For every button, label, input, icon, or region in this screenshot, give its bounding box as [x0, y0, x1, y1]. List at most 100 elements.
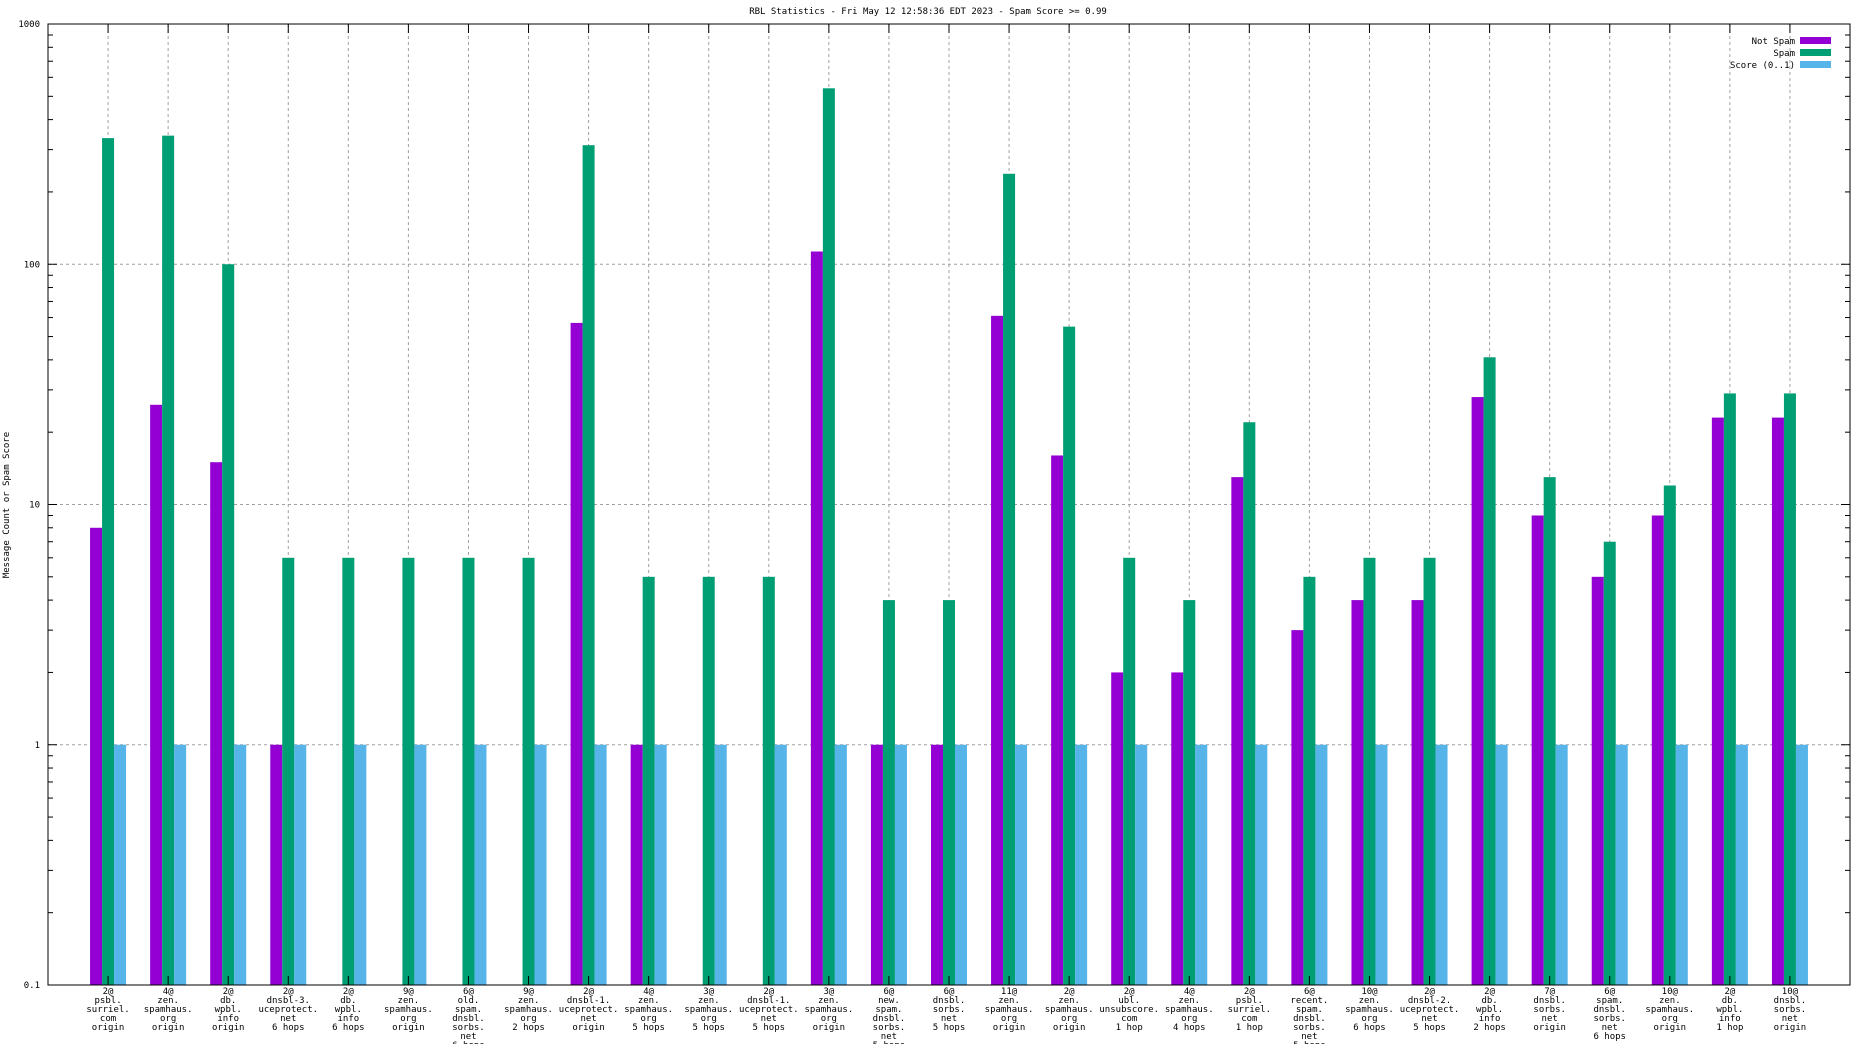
bar-not-spam [90, 527, 103, 985]
x-tick-label-line: net [1602, 1023, 1618, 1033]
x-tick-label-line: sorbs. [933, 1005, 966, 1015]
x-tick-label-line: dnsbl-2. [1408, 996, 1451, 1006]
x-tick-label-line: net [1542, 1014, 1558, 1024]
x-tick-label-line: spamhaus. [504, 1005, 553, 1015]
x-tick-label-line: origin [1053, 1023, 1086, 1033]
x-tick-label-line: sorbs. [452, 1023, 485, 1033]
x-tick-label-line: zen. [157, 996, 179, 1006]
x-tick-label-line: psbl. [1236, 996, 1263, 1006]
x-tick-label-line: zen. [818, 996, 840, 1006]
x-tick-label: 10@ zen. spamhaus. org 6 hops [1345, 987, 1394, 1033]
x-tick-label-line: dnsbl-1. [567, 996, 610, 1006]
x-tick-label-line: sorbs. [873, 1023, 906, 1033]
bar-spam [1003, 173, 1016, 985]
x-tick-label-line: spam. [455, 1005, 482, 1015]
x-tick-label-line: ubl. [1118, 996, 1140, 1006]
x-tick-label-line: 2@ [1244, 987, 1255, 997]
x-tick-label-line: surriel. [86, 1005, 129, 1015]
legend-swatch [1800, 37, 1831, 44]
y-tick-label: 10 [29, 501, 40, 511]
x-tick-label-line: zen. [1659, 996, 1681, 1006]
x-tick-label-line: com [1121, 1014, 1137, 1024]
x-tick-label-line: spamhaus. [624, 1005, 673, 1015]
bar-score [1435, 744, 1448, 985]
bar-spam [162, 135, 175, 986]
bar-spam [702, 576, 715, 985]
bar-spam [762, 576, 775, 985]
bar-spam [882, 600, 895, 985]
bar-spam [462, 557, 475, 985]
x-tick-label-line: info [337, 1014, 359, 1024]
bar-score [414, 744, 427, 985]
x-tick-label-line: 2@ [763, 987, 774, 997]
x-tick-label-line: info [217, 1014, 239, 1024]
bar-spam [1723, 393, 1736, 985]
x-tick-label-line: 7@ [1544, 987, 1555, 997]
bar-spam [1483, 357, 1496, 985]
x-tick-label-line: org [641, 1014, 657, 1024]
x-tick-label-line: dnsbl. [1774, 996, 1807, 1006]
bar-spam [1603, 541, 1616, 985]
bar-spam [642, 576, 655, 985]
x-tick-label-line: 9@ [523, 987, 534, 997]
bar-score [1375, 744, 1388, 985]
x-tick-label-line: zen. [1178, 996, 1200, 1006]
x-tick-label-line: net [280, 1014, 296, 1024]
x-tick-label-line: origin [993, 1023, 1026, 1033]
x-tick-label: 11@ zen. spamhaus. org origin [985, 987, 1034, 1033]
x-tick-label: 10@ dnsbl. sorbs. net origin [1774, 987, 1807, 1033]
x-tick-label-line: zen. [398, 996, 420, 1006]
x-tick-label-line: 2@ [583, 987, 594, 997]
bar-not-spam [210, 462, 223, 985]
x-tick-label-line: org [1181, 1014, 1197, 1024]
x-tick-label: 2@ db. wpbl. info origin [212, 987, 245, 1033]
bar-score [234, 744, 247, 985]
x-tick-label: 2@ db. wpbl. info 1 hop [1716, 987, 1743, 1033]
bar-not-spam [1171, 672, 1184, 985]
x-tick-label-line: 10@ [1662, 987, 1679, 997]
x-tick-label-line: 6 hops [1593, 1032, 1626, 1042]
bar-not-spam [1531, 515, 1544, 985]
bar-score [654, 744, 667, 985]
x-tick-label-line: wpbl. [215, 1005, 242, 1015]
x-tick-label: 2@ ubl. unsubscore. com 1 hop [1099, 987, 1159, 1033]
x-tick-label-line: dnsbl. [873, 1014, 906, 1024]
bar-score [114, 744, 127, 985]
bar-not-spam [1591, 576, 1604, 985]
x-tick-label-line: 2@ [283, 987, 294, 997]
x-tick-label-line: 1 hop [1116, 1023, 1143, 1033]
bar-score [1555, 744, 1568, 985]
x-tick-label: 9@ zen. spamhaus. org origin [384, 987, 433, 1033]
legend-swatch [1800, 61, 1831, 68]
x-tick-label-line: 1 hop [1716, 1023, 1743, 1033]
chart-title: RBL Statistics - Fri May 12 12:58:36 EDT… [749, 7, 1107, 17]
x-tick-label-line: origin [392, 1023, 425, 1033]
x-tick-label-line: uceprotect. [258, 1005, 318, 1015]
legend-swatch [1800, 49, 1831, 56]
bar-spam [1183, 600, 1196, 985]
x-tick-label-line: sorbs. [1533, 1005, 1566, 1015]
bar-score [774, 744, 787, 985]
bar-not-spam [1471, 397, 1484, 985]
bar-not-spam [150, 404, 163, 986]
bar-spam [1543, 477, 1556, 985]
y-axis-label: Message Count or Spam Score [2, 432, 12, 578]
x-tick-label-line: 6@ [1604, 987, 1615, 997]
x-tick-label-line: dnsbl-1. [747, 996, 790, 1006]
bar-score [1255, 744, 1268, 985]
x-tick-label-line: spamhaus. [985, 1005, 1034, 1015]
x-tick-label: 7@ dnsbl. sorbs. net origin [1533, 987, 1566, 1033]
x-tick-label-line: 6 hops [272, 1023, 305, 1033]
x-tick-label-line: uceprotect. [739, 1005, 799, 1015]
bar-not-spam [810, 251, 823, 985]
x-tick-label-line: 6@ [1304, 987, 1315, 997]
x-tick-label-line: origin [152, 1023, 185, 1033]
x-tick-label: 2@ psbl. surriel. com 1 hop [1228, 987, 1271, 1033]
x-tick-label-line: 2@ [1424, 987, 1435, 997]
legend-label: Score (0..1) [1730, 61, 1795, 71]
x-tick-label-line: 6 hops [332, 1023, 365, 1033]
x-tick-label: 2@ db. wpbl. info 6 hops [332, 987, 365, 1033]
x-tick-label-line: spamhaus. [684, 1005, 733, 1015]
